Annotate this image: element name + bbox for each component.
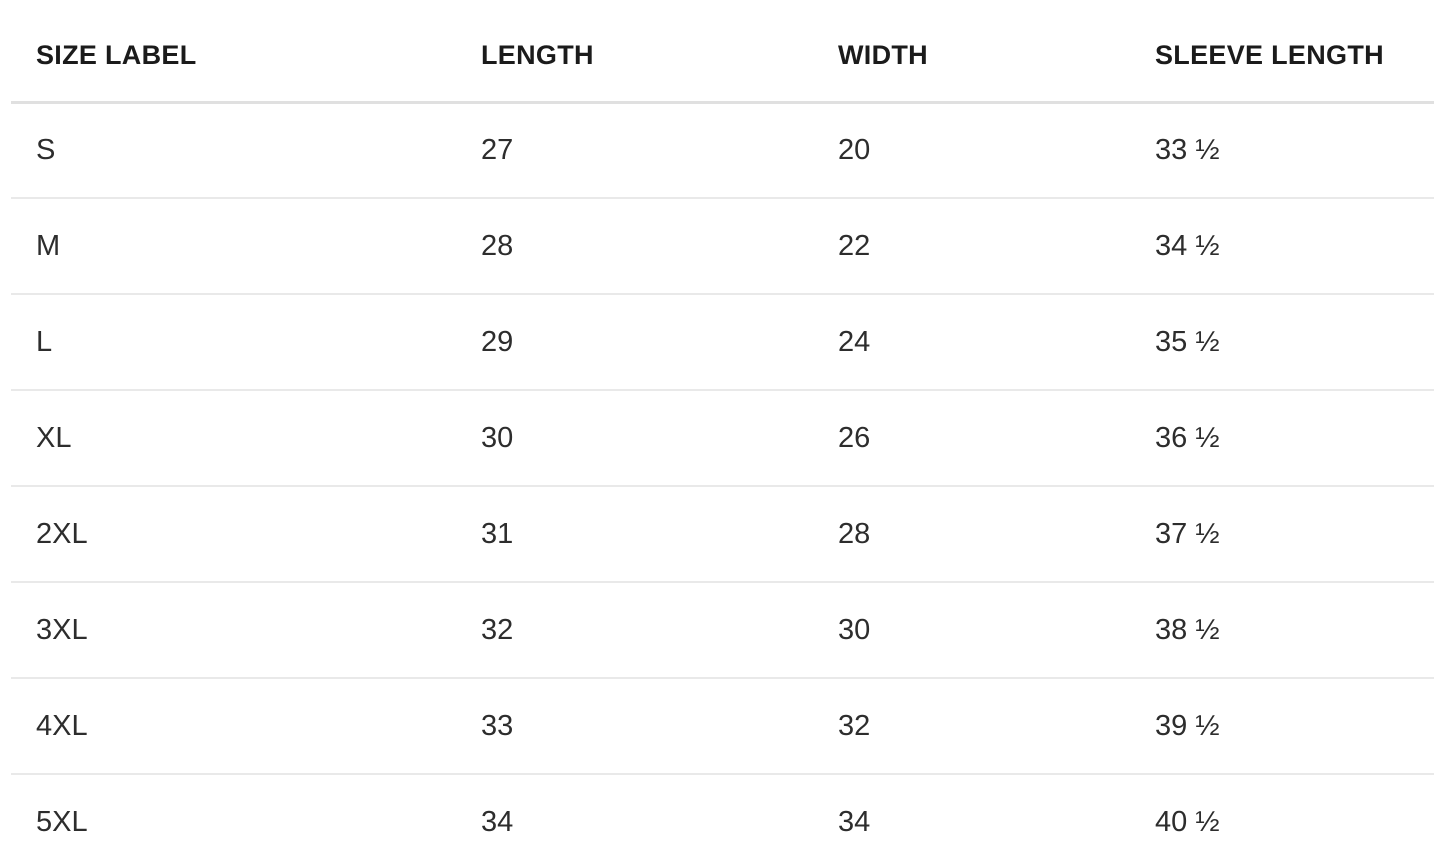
cell-size-label: L (11, 294, 481, 391)
cell-width: 26 (838, 390, 1155, 487)
cell-sleeve-length: 38 ½ (1155, 582, 1434, 679)
cell-length: 31 (481, 486, 838, 583)
column-header-length: LENGTH (481, 0, 838, 104)
cell-sleeve-length: 34 ½ (1155, 198, 1434, 295)
column-header-size-label: SIZE LABEL (11, 0, 481, 104)
cell-width: 30 (838, 582, 1155, 679)
size-chart-table: SIZE LABEL LENGTH WIDTH SLEEVE LENGTH S … (11, 0, 1434, 868)
column-header-sleeve-length: SLEEVE LENGTH (1155, 0, 1434, 104)
cell-sleeve-length: 33 ½ (1155, 102, 1434, 199)
cell-size-label: 5XL (11, 774, 481, 868)
cell-size-label: 4XL (11, 678, 481, 775)
cell-length: 32 (481, 582, 838, 679)
table-row: 5XL 34 34 40 ½ (11, 774, 1434, 868)
cell-length: 30 (481, 390, 838, 487)
cell-length: 28 (481, 198, 838, 295)
cell-size-label: 2XL (11, 486, 481, 583)
cell-size-label: XL (11, 390, 481, 487)
cell-sleeve-length: 40 ½ (1155, 774, 1434, 868)
cell-size-label: M (11, 198, 481, 295)
cell-sleeve-length: 35 ½ (1155, 294, 1434, 391)
cell-sleeve-length: 37 ½ (1155, 486, 1434, 583)
cell-width: 20 (838, 102, 1155, 199)
table-header-row: SIZE LABEL LENGTH WIDTH SLEEVE LENGTH (11, 0, 1434, 104)
cell-width: 34 (838, 774, 1155, 868)
cell-size-label: S (11, 102, 481, 199)
cell-size-label: 3XL (11, 582, 481, 679)
table-row: 4XL 33 32 39 ½ (11, 678, 1434, 775)
column-header-width: WIDTH (838, 0, 1155, 104)
table-row: L 29 24 35 ½ (11, 294, 1434, 391)
cell-sleeve-length: 39 ½ (1155, 678, 1434, 775)
cell-length: 34 (481, 774, 838, 868)
cell-length: 27 (481, 102, 838, 199)
table-row: XL 30 26 36 ½ (11, 390, 1434, 487)
cell-sleeve-length: 36 ½ (1155, 390, 1434, 487)
cell-width: 22 (838, 198, 1155, 295)
cell-length: 29 (481, 294, 838, 391)
table-row: S 27 20 33 ½ (11, 102, 1434, 199)
table-row: M 28 22 34 ½ (11, 198, 1434, 295)
size-table-body: S 27 20 33 ½ M 28 22 34 ½ L 29 24 35 ½ X… (11, 102, 1434, 868)
cell-width: 32 (838, 678, 1155, 775)
cell-width: 28 (838, 486, 1155, 583)
table-row: 2XL 31 28 37 ½ (11, 486, 1434, 583)
table-row: 3XL 32 30 38 ½ (11, 582, 1434, 679)
cell-width: 24 (838, 294, 1155, 391)
cell-length: 33 (481, 678, 838, 775)
